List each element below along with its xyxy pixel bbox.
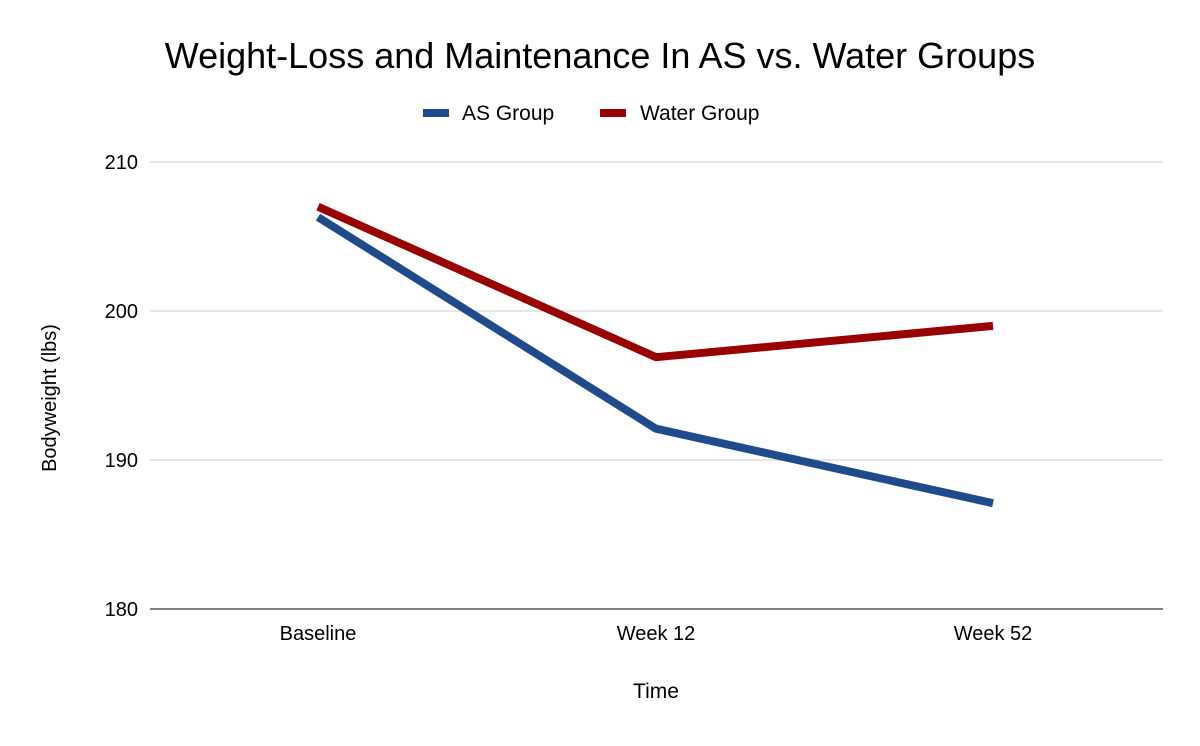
y-tick-label: 190 [105, 450, 138, 472]
x-axis-label: Time [633, 680, 679, 703]
series-line-water-group [316, 203, 994, 362]
x-axis-ticks: Baseline Week 12 Week 52 [280, 623, 1033, 645]
chart-title: Weight-Loss and Maintenance In AS vs. Wa… [165, 35, 1035, 76]
gridlines [150, 161, 1163, 610]
chart-legend: AS Group Water Group [423, 102, 759, 125]
legend-label: Water Group [640, 102, 759, 125]
y-axis-label: Bodyweight (lbs) [39, 324, 61, 472]
y-tick-label: 200 [105, 301, 138, 323]
y-tick-label: 180 [105, 599, 138, 621]
series-lines [315, 203, 994, 508]
y-tick-label: 210 [105, 152, 138, 174]
series-line-as-group [315, 213, 994, 508]
legend-label: AS Group [462, 102, 554, 125]
x-tick-label: Week 52 [954, 623, 1033, 645]
x-tick-label: Baseline [280, 623, 357, 645]
legend-swatch [423, 109, 449, 117]
y-axis-ticks: 180 190 200 210 [105, 152, 138, 621]
x-tick-label: Week 12 [617, 623, 696, 645]
legend-swatch [600, 109, 626, 117]
